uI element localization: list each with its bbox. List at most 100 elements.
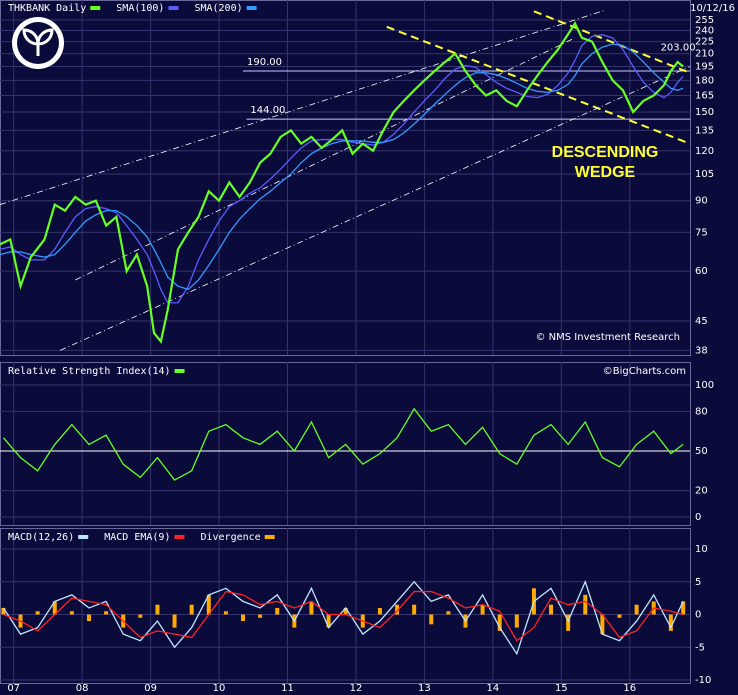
logo-leaf — [22, 28, 54, 56]
trend-line — [0, 9, 606, 205]
y-tick-label: 105 — [695, 169, 714, 180]
level-label: 190.00 — [247, 57, 282, 68]
credit: © NMS Investment Research — [535, 332, 680, 343]
y-tick-label: 225 — [695, 37, 714, 48]
series-line — [0, 21, 684, 344]
series-line — [2, 579, 684, 656]
date-label: 10/12/16 — [690, 3, 735, 14]
legend-swatch — [246, 6, 257, 10]
y-tick-label: 240 — [695, 25, 714, 36]
panel: -10 -5 0 5 10 MACD(12,26) MACD EMA(9) Divergenc… — [0, 528, 711, 694]
watermark: ©BigCharts.com — [603, 366, 686, 377]
divergence-bar — [275, 607, 280, 615]
annotation: WEDGE — [575, 164, 636, 181]
y-tick-label: -10 — [695, 675, 711, 686]
y-tick-label: 20 — [695, 486, 708, 497]
series-line — [2, 407, 684, 481]
x-tick-label: 11 — [281, 683, 294, 694]
panel-box — [0, 0, 691, 356]
divergence-bar — [86, 614, 91, 622]
divergence-bar — [155, 604, 160, 615]
panel: 38 45 60 75 90 105 120 135 150 165 180 195210225240… — [0, 0, 735, 356]
logo — [12, 17, 64, 69]
trend-line — [533, 10, 691, 74]
divergence-bar — [377, 607, 382, 615]
divergence-bar — [634, 604, 639, 615]
panel: 0 20 50 80 100 Relative Strength Index(14) ©Bi… — [0, 362, 714, 526]
legend-label: Divergence — [200, 532, 260, 543]
x-tick-label: 12 — [350, 683, 363, 694]
y-tick-label: 135 — [695, 125, 714, 136]
divergence-bar — [104, 611, 109, 615]
divergence-bar — [412, 604, 417, 615]
divergence-bar — [566, 614, 571, 631]
divergence-bar — [326, 614, 331, 628]
divergence-bar — [138, 614, 143, 618]
divergence-bar — [52, 601, 57, 615]
trend-line — [386, 25, 691, 145]
divergence-bar — [206, 594, 211, 615]
y-tick-label: -5 — [695, 642, 705, 653]
divergence-bar — [223, 611, 228, 615]
level-label: 144.00 — [250, 105, 285, 116]
divergence-bar — [429, 614, 434, 625]
panel-box — [0, 362, 691, 526]
y-tick-label: 120 — [695, 146, 714, 157]
series-group — [2, 407, 684, 481]
divergence-bar — [172, 614, 177, 628]
legend-swatch — [174, 369, 185, 373]
divergence-bar — [241, 614, 246, 622]
panel-box — [0, 528, 691, 684]
legend-swatch — [90, 6, 101, 10]
y-tick-label: 180 — [695, 75, 714, 86]
series-line — [3, 590, 684, 642]
y-tick-label: 50 — [695, 446, 708, 457]
y-tick-label: 10 — [695, 544, 708, 555]
series-group — [1, 579, 686, 656]
y-tick-label: 255 — [695, 15, 714, 26]
y-tick-label: 38 — [695, 345, 708, 356]
y-tick-label: 90 — [695, 196, 708, 207]
trend-line — [75, 37, 576, 281]
x-tick-label: 10 — [213, 683, 226, 694]
x-tick-label: 09 — [144, 683, 157, 694]
legend-label: SMA(200) — [194, 3, 242, 14]
y-tick-label: 80 — [695, 406, 708, 417]
legend-swatch — [168, 6, 179, 10]
divergence-bar — [583, 594, 588, 615]
divergence-bar — [681, 601, 686, 615]
y-tick-label: 5 — [695, 577, 701, 588]
divergence-bar — [668, 614, 673, 631]
y-tick-label: 150 — [695, 107, 714, 118]
legend-swatch — [264, 535, 275, 539]
divergence-bar — [309, 601, 314, 615]
x-tick-label: 08 — [76, 683, 89, 694]
divergence-bar — [258, 614, 263, 618]
divergence-bar — [446, 611, 451, 615]
last-price-label: 203.00 — [661, 43, 696, 54]
legend-swatch — [174, 535, 185, 539]
series-group — [0, 21, 684, 344]
y-tick-label: 195 — [695, 61, 714, 72]
x-tick-label: 13 — [418, 683, 431, 694]
legend-label: MACD EMA(9) — [104, 532, 170, 543]
divergence-bar — [549, 604, 554, 615]
legend-swatch — [78, 535, 89, 539]
y-tick-label: 0 — [695, 512, 701, 523]
divergence-bar — [497, 614, 502, 631]
divergence-bar — [343, 607, 348, 615]
annotation: DESCENDING — [552, 144, 659, 161]
legend-label: MACD(12,26) — [8, 532, 74, 543]
legend-label: Relative Strength Index(14) — [8, 366, 171, 377]
y-tick-label: 60 — [695, 266, 708, 277]
x-tick-label: 16 — [623, 683, 636, 694]
divergence-bar — [617, 614, 622, 618]
divergence-bar — [69, 611, 74, 615]
y-tick-label: 100 — [695, 380, 714, 391]
y-tick-label: 210 — [695, 49, 714, 60]
trend-line — [60, 66, 691, 351]
y-tick-label: 165 — [695, 90, 714, 101]
y-tick-label: 0 — [695, 610, 701, 621]
divergence-bar — [514, 614, 519, 628]
